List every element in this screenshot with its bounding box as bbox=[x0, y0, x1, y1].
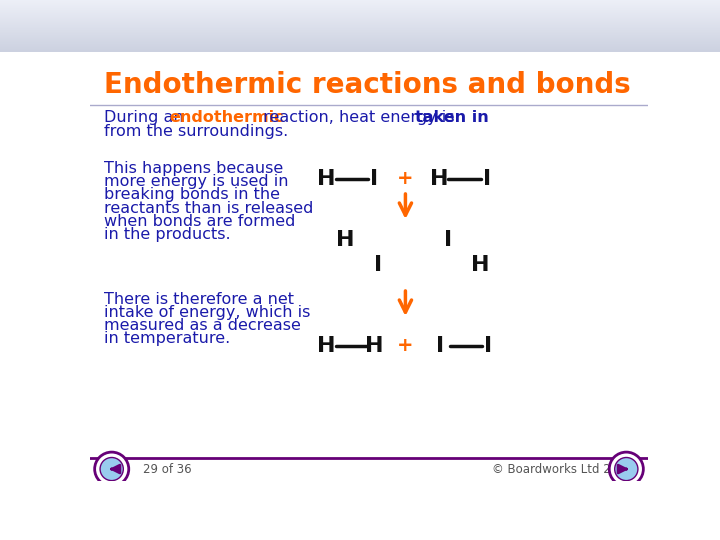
Text: I: I bbox=[485, 336, 492, 356]
Text: I: I bbox=[374, 255, 382, 275]
Text: Endothermic reactions and bonds: Endothermic reactions and bonds bbox=[104, 71, 631, 99]
Text: H: H bbox=[317, 169, 336, 189]
Text: There is therefore a net: There is therefore a net bbox=[104, 292, 294, 307]
Circle shape bbox=[94, 452, 129, 486]
Text: +: + bbox=[397, 169, 414, 188]
Text: 29 of 36: 29 of 36 bbox=[143, 463, 192, 476]
Bar bbox=[90, 105, 648, 457]
Text: +: + bbox=[397, 336, 414, 355]
Text: reaction, heat energy is: reaction, heat energy is bbox=[258, 110, 460, 125]
Text: During an: During an bbox=[104, 110, 189, 125]
Circle shape bbox=[100, 457, 123, 481]
Text: from the surroundings.: from the surroundings. bbox=[104, 124, 288, 139]
Text: in temperature.: in temperature. bbox=[104, 332, 230, 347]
Circle shape bbox=[615, 457, 638, 481]
Text: when bonds are formed: when bonds are formed bbox=[104, 214, 295, 228]
Text: reactants than is released: reactants than is released bbox=[104, 200, 313, 215]
Text: H: H bbox=[317, 336, 336, 356]
Text: in the products.: in the products. bbox=[104, 227, 230, 242]
Text: © Boardworks Ltd 2009: © Boardworks Ltd 2009 bbox=[492, 463, 634, 476]
Text: I: I bbox=[370, 169, 379, 189]
Text: H: H bbox=[336, 231, 355, 251]
Text: I: I bbox=[444, 231, 452, 251]
Text: I: I bbox=[436, 336, 444, 356]
Text: more energy is used in: more energy is used in bbox=[104, 174, 289, 190]
Text: breaking bonds in the: breaking bonds in the bbox=[104, 187, 280, 202]
Text: H: H bbox=[471, 255, 489, 275]
Text: taken in: taken in bbox=[415, 110, 488, 125]
Text: H: H bbox=[430, 169, 448, 189]
Circle shape bbox=[609, 452, 644, 486]
Text: I: I bbox=[482, 169, 491, 189]
Text: This happens because: This happens because bbox=[104, 161, 283, 176]
Text: H: H bbox=[365, 336, 384, 356]
Text: endothermic: endothermic bbox=[170, 110, 284, 125]
Text: measured as a decrease: measured as a decrease bbox=[104, 318, 301, 333]
Text: intake of energy, which is: intake of energy, which is bbox=[104, 305, 310, 320]
